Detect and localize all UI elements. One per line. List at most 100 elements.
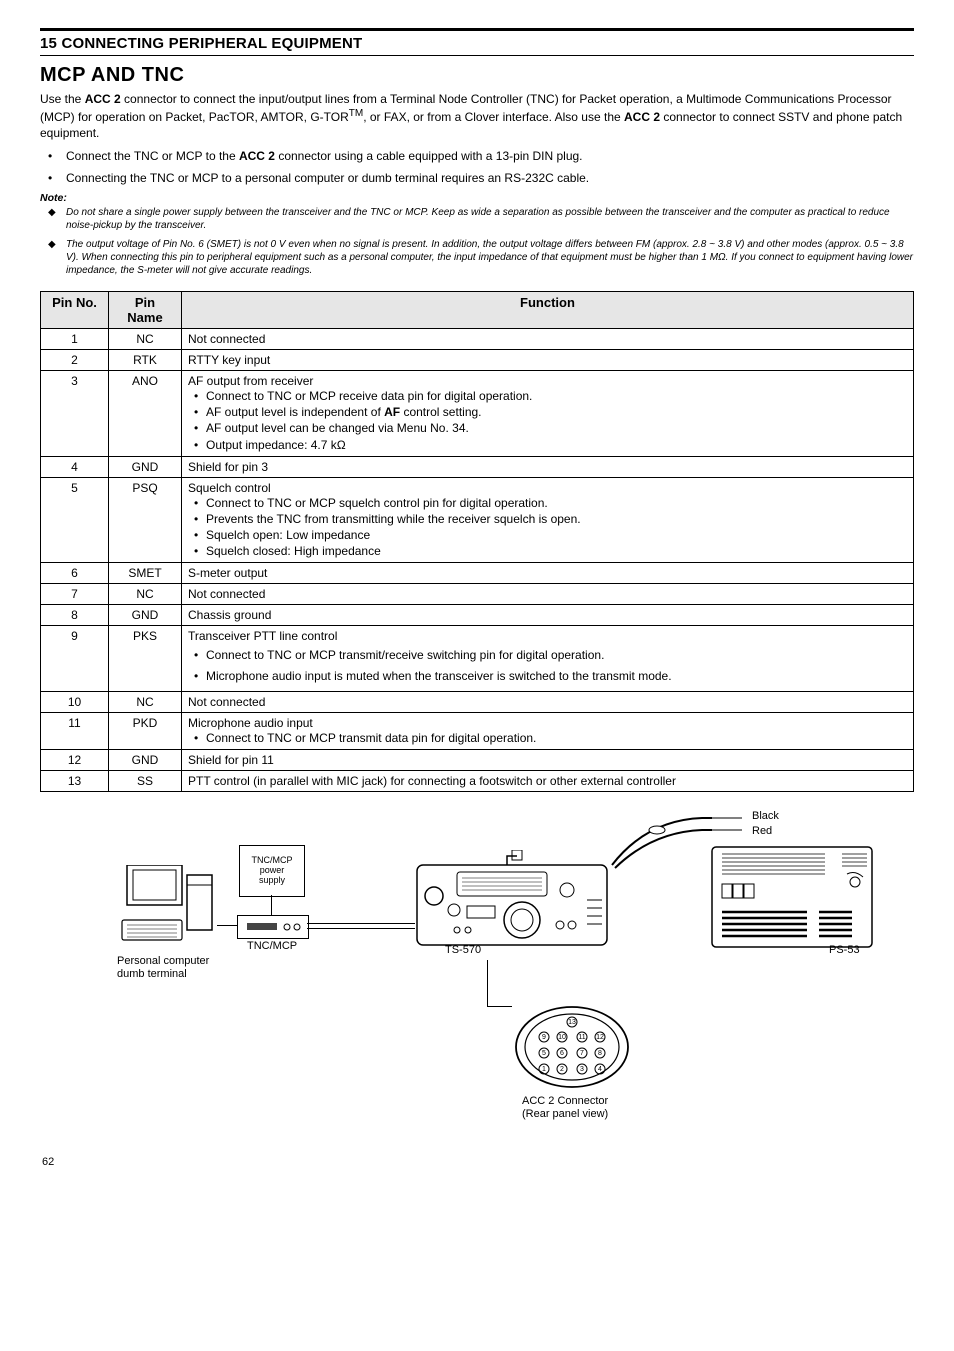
cell-pinno: 11: [41, 712, 109, 749]
connection-diagram: TNC/MCP power supply TNC/MCP Personal co…: [67, 810, 887, 1140]
cell-pinname: NC: [109, 691, 182, 712]
th-function: Function: [182, 291, 914, 328]
cell-pinname: SMET: [109, 563, 182, 584]
cell-function: Shield for pin 11: [182, 750, 914, 771]
th-pinno: Pin No.: [41, 291, 109, 328]
svg-text:13: 13: [568, 1019, 576, 1026]
ts570-icon: [412, 850, 612, 960]
th-pinname: Pin Name: [109, 291, 182, 328]
svg-text:3: 3: [580, 1066, 584, 1073]
black-label: Black: [752, 810, 779, 823]
tnc-label: TNC/MCP: [247, 940, 297, 953]
acc2-connector-icon: 13 9 10 11 12 5 6 7 8 1 2 3 4: [512, 1005, 632, 1090]
cell-pinno: 8: [41, 605, 109, 626]
note-item: Do not share a single power supply betwe…: [48, 206, 914, 232]
table-row: 11PKDMicrophone audio inputConnect to TN…: [41, 712, 914, 749]
wire: [487, 1006, 514, 1007]
table-row: 10NCNot connected: [41, 691, 914, 712]
svg-text:9: 9: [542, 1034, 546, 1041]
cell-pinname: GND: [109, 456, 182, 477]
tnc-box: [237, 915, 309, 939]
cell-function: Squelch controlConnect to TNC or MCP squ…: [182, 477, 914, 563]
table-row: 9PKSTransceiver PTT line controlConnect …: [41, 626, 914, 691]
wire: [487, 960, 488, 1007]
cell-pinno: 13: [41, 771, 109, 792]
table-row: 8GNDChassis ground: [41, 605, 914, 626]
cell-function: S-meter output: [182, 563, 914, 584]
svg-text:10: 10: [558, 1034, 566, 1041]
page-title: MCP AND TNC: [40, 64, 914, 87]
power-wires: [607, 810, 767, 870]
cell-pinno: 4: [41, 456, 109, 477]
cell-function: Not connected: [182, 584, 914, 605]
cell-function: Not connected: [182, 691, 914, 712]
svg-text:12: 12: [596, 1034, 604, 1041]
note-label: Note:: [40, 192, 914, 204]
cell-function: AF output from receiverConnect to TNC or…: [182, 370, 914, 456]
cell-function: Chassis ground: [182, 605, 914, 626]
svg-text:11: 11: [578, 1034, 585, 1041]
cell-pinno: 1: [41, 328, 109, 349]
svg-text:7: 7: [580, 1050, 584, 1057]
ts570-label: TS-570: [445, 944, 481, 957]
page-number: 62: [42, 1156, 914, 1168]
cell-pinname: GND: [109, 750, 182, 771]
pc-icon: [117, 865, 217, 950]
cell-function: PTT control (in parallel with MIC jack) …: [182, 771, 914, 792]
wire: [307, 928, 415, 929]
bullet-item: Connecting the TNC or MCP to a personal …: [48, 170, 914, 186]
table-row: 6SMETS-meter output: [41, 563, 914, 584]
svg-text:1: 1: [542, 1066, 546, 1073]
tnc-ps-label: TNC/MCP power supply: [252, 856, 293, 886]
ps53-label: PS-53: [829, 944, 860, 957]
section-header: 15 CONNECTING PERIPHERAL EQUIPMENT: [40, 28, 914, 56]
cell-pinname: GND: [109, 605, 182, 626]
cell-pinno: 7: [41, 584, 109, 605]
bullet-item: Connect the TNC or MCP to the ACC 2 conn…: [48, 148, 914, 164]
table-row: 1NCNot connected: [41, 328, 914, 349]
acc2-connector-label: ACC 2 Connector (Rear panel view): [522, 1095, 608, 1121]
table-row: 12GNDShield for pin 11: [41, 750, 914, 771]
cell-function: Shield for pin 3: [182, 456, 914, 477]
cell-pinname: ANO: [109, 370, 182, 456]
cell-pinname: PKD: [109, 712, 182, 749]
note-list: Do not share a single power supply betwe…: [48, 206, 914, 277]
table-row: 2RTKRTTY key input: [41, 349, 914, 370]
table-row: 5PSQSquelch controlConnect to TNC or MCP…: [41, 477, 914, 563]
svg-text:6: 6: [560, 1050, 564, 1057]
svg-text:4: 4: [598, 1066, 602, 1073]
cell-pinno: 12: [41, 750, 109, 771]
cell-function: Transceiver PTT line controlConnect to T…: [182, 626, 914, 691]
cell-function: RTTY key input: [182, 349, 914, 370]
cell-pinno: 2: [41, 349, 109, 370]
pin-table: Pin No. Pin Name Function 1NCNot connect…: [40, 291, 914, 792]
svg-text:2: 2: [560, 1066, 564, 1073]
cell-function: Not connected: [182, 328, 914, 349]
intro-bullets: Connect the TNC or MCP to the ACC 2 conn…: [48, 148, 914, 186]
table-row: 4GNDShield for pin 3: [41, 456, 914, 477]
cell-pinname: PSQ: [109, 477, 182, 563]
cell-pinno: 3: [41, 370, 109, 456]
wire: [271, 895, 272, 915]
table-row: 7NCNot connected: [41, 584, 914, 605]
svg-text:8: 8: [598, 1050, 602, 1057]
cell-pinno: 5: [41, 477, 109, 563]
cell-pinno: 9: [41, 626, 109, 691]
svg-text:5: 5: [542, 1050, 546, 1057]
cell-pinno: 6: [41, 563, 109, 584]
table-row: 13SSPTT control (in parallel with MIC ja…: [41, 771, 914, 792]
cell-pinname: RTK: [109, 349, 182, 370]
cell-pinno: 10: [41, 691, 109, 712]
table-row: 3ANOAF output from receiverConnect to TN…: [41, 370, 914, 456]
cell-pinname: PKS: [109, 626, 182, 691]
red-label: Red: [752, 825, 772, 838]
tnc-power-supply-box: TNC/MCP power supply: [239, 845, 305, 897]
pc-label: Personal computer dumb terminal: [117, 955, 209, 981]
intro-paragraph: Use the ACC 2 connector to connect the i…: [40, 91, 914, 142]
cell-function: Microphone audio inputConnect to TNC or …: [182, 712, 914, 749]
cell-pinname: SS: [109, 771, 182, 792]
wire: [217, 925, 237, 926]
note-item: The output voltage of Pin No. 6 (SMET) i…: [48, 238, 914, 277]
cell-pinname: NC: [109, 328, 182, 349]
wire: [307, 923, 415, 924]
